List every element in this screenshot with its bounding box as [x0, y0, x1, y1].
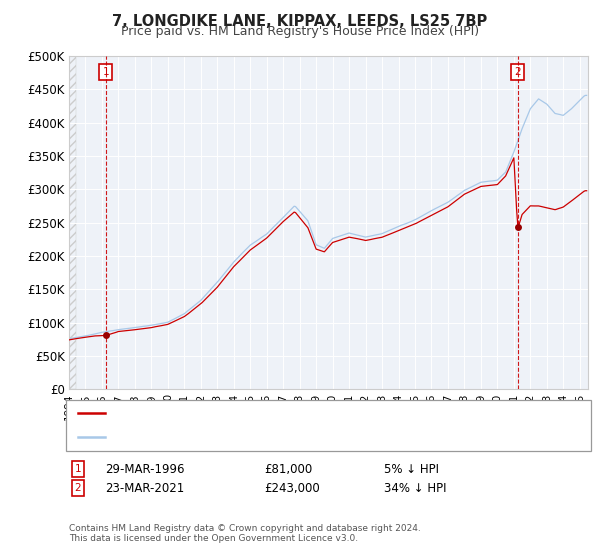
Text: Contains HM Land Registry data © Crown copyright and database right 2024.: Contains HM Land Registry data © Crown c… — [69, 524, 421, 533]
Text: 1: 1 — [103, 67, 109, 77]
Text: Price paid vs. HM Land Registry's House Price Index (HPI): Price paid vs. HM Land Registry's House … — [121, 25, 479, 38]
Text: 1: 1 — [74, 464, 82, 474]
Text: 2: 2 — [514, 67, 521, 77]
Text: 2: 2 — [74, 483, 82, 493]
Text: £243,000: £243,000 — [264, 482, 320, 495]
Text: 5% ↓ HPI: 5% ↓ HPI — [384, 463, 439, 476]
Text: 23-MAR-2021: 23-MAR-2021 — [105, 482, 184, 495]
Text: 7, LONGDIKE LANE, KIPPAX, LEEDS, LS25 7BP (detached house): 7, LONGDIKE LANE, KIPPAX, LEEDS, LS25 7B… — [109, 408, 464, 418]
Text: 7, LONGDIKE LANE, KIPPAX, LEEDS, LS25 7BP: 7, LONGDIKE LANE, KIPPAX, LEEDS, LS25 7B… — [112, 14, 488, 29]
Text: 34% ↓ HPI: 34% ↓ HPI — [384, 482, 446, 495]
Text: 29-MAR-1996: 29-MAR-1996 — [105, 463, 185, 476]
Text: £81,000: £81,000 — [264, 463, 312, 476]
Text: HPI: Average price, detached house, Leeds: HPI: Average price, detached house, Leed… — [109, 432, 348, 442]
Text: This data is licensed under the Open Government Licence v3.0.: This data is licensed under the Open Gov… — [69, 534, 358, 543]
